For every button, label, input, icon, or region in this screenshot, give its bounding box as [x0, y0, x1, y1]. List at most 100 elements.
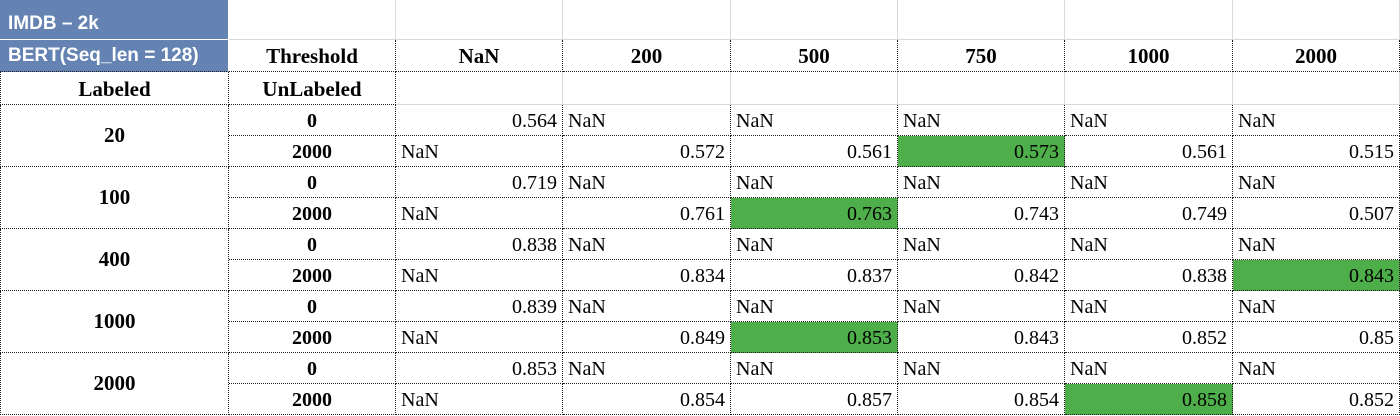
score-cell[interactable]: 0.749 [1065, 198, 1233, 229]
threshold-header[interactable]: Threshold [229, 40, 396, 72]
score-cell[interactable]: 0.843 [898, 322, 1065, 353]
threshold-header-cell[interactable]: 750 [898, 40, 1065, 72]
threshold-header-cell[interactable]: 500 [731, 40, 898, 72]
empty-cell[interactable] [563, 72, 731, 105]
score-cell[interactable]: 0.561 [731, 136, 898, 167]
score-cell[interactable]: NaN [731, 229, 898, 260]
score-cell[interactable]: 0.85 [1233, 322, 1400, 353]
best-score-cell[interactable]: 0.573 [898, 136, 1065, 167]
empty-cell[interactable] [563, 7, 731, 40]
score-cell[interactable]: NaN [1233, 229, 1400, 260]
score-cell[interactable]: 0.853 [396, 353, 563, 384]
score-cell[interactable]: NaN [1233, 167, 1400, 198]
empty-cell[interactable] [731, 7, 898, 40]
best-score-cell[interactable]: 0.858 [1065, 384, 1233, 415]
threshold-header-cell[interactable]: 200 [563, 40, 731, 72]
empty-cell[interactable] [396, 7, 563, 40]
score-cell[interactable]: NaN [396, 322, 563, 353]
score-cell[interactable]: NaN [396, 384, 563, 415]
empty-cell[interactable] [731, 0, 898, 7]
score-cell[interactable]: 0.838 [396, 229, 563, 260]
labeled-count-cell[interactable]: 400 [0, 229, 229, 291]
empty-cell[interactable] [1233, 7, 1400, 40]
score-cell[interactable]: 0.761 [563, 198, 731, 229]
score-cell[interactable]: NaN [898, 105, 1065, 136]
score-cell[interactable]: NaN [563, 105, 731, 136]
score-cell[interactable]: NaN [563, 229, 731, 260]
score-cell[interactable]: NaN [731, 353, 898, 384]
score-cell[interactable]: 0.719 [396, 167, 563, 198]
score-cell[interactable]: NaN [898, 291, 1065, 322]
unlabeled-count-cell[interactable]: 2000 [229, 384, 396, 415]
score-cell[interactable]: 0.854 [563, 384, 731, 415]
score-cell[interactable]: 0.743 [898, 198, 1065, 229]
unlabeled-count-cell[interactable]: 0 [229, 167, 396, 198]
empty-cell[interactable] [731, 72, 898, 105]
score-cell[interactable]: NaN [1233, 353, 1400, 384]
score-cell[interactable]: 0.852 [1233, 384, 1400, 415]
unlabeled-header[interactable]: UnLabeled [229, 72, 396, 105]
best-score-cell[interactable]: 0.763 [731, 198, 898, 229]
score-cell[interactable]: NaN [1065, 353, 1233, 384]
score-cell[interactable]: NaN [898, 167, 1065, 198]
threshold-header-cell[interactable]: 1000 [1065, 40, 1233, 72]
score-cell[interactable]: NaN [396, 198, 563, 229]
score-cell[interactable]: NaN [1065, 105, 1233, 136]
empty-cell[interactable] [1233, 72, 1400, 105]
labeled-count-cell[interactable]: 2000 [0, 353, 229, 415]
score-cell[interactable]: NaN [396, 136, 563, 167]
unlabeled-count-cell[interactable]: 2000 [229, 136, 396, 167]
dataset-title-cell[interactable]: IMDB – 2k [0, 7, 229, 40]
score-cell[interactable]: 0.564 [396, 105, 563, 136]
score-cell[interactable]: 0.854 [898, 384, 1065, 415]
score-cell[interactable]: NaN [563, 167, 731, 198]
score-cell[interactable]: 0.507 [1233, 198, 1400, 229]
score-cell[interactable]: 0.561 [1065, 136, 1233, 167]
empty-cell[interactable] [563, 0, 731, 7]
unlabeled-count-cell[interactable]: 2000 [229, 260, 396, 291]
empty-cell[interactable] [1065, 72, 1233, 105]
score-cell[interactable]: 0.857 [731, 384, 898, 415]
empty-cell[interactable] [396, 0, 563, 7]
unlabeled-count-cell[interactable]: 0 [229, 291, 396, 322]
score-cell[interactable]: NaN [1233, 291, 1400, 322]
labeled-count-cell[interactable]: 1000 [0, 291, 229, 353]
score-cell[interactable]: NaN [731, 167, 898, 198]
unlabeled-count-cell[interactable]: 0 [229, 105, 396, 136]
unlabeled-count-cell[interactable]: 0 [229, 353, 396, 384]
unlabeled-count-cell[interactable]: 0 [229, 229, 396, 260]
empty-cell[interactable] [898, 7, 1065, 40]
score-cell[interactable]: NaN [731, 291, 898, 322]
score-cell[interactable]: 0.834 [563, 260, 731, 291]
score-cell[interactable]: 0.852 [1065, 322, 1233, 353]
best-score-cell[interactable]: 0.853 [731, 322, 898, 353]
score-cell[interactable]: NaN [1065, 291, 1233, 322]
empty-cell[interactable] [898, 72, 1065, 105]
score-cell[interactable]: NaN [731, 105, 898, 136]
score-cell[interactable]: 0.515 [1233, 136, 1400, 167]
labeled-count-cell[interactable]: 100 [0, 167, 229, 229]
empty-cell[interactable] [898, 0, 1065, 7]
score-cell[interactable]: 0.838 [1065, 260, 1233, 291]
labeled-count-cell[interactable]: 20 [0, 105, 229, 167]
empty-cell[interactable] [229, 7, 396, 40]
score-cell[interactable]: 0.849 [563, 322, 731, 353]
title-cell-top[interactable] [0, 0, 229, 7]
score-cell[interactable]: NaN [1233, 105, 1400, 136]
score-cell[interactable]: NaN [396, 260, 563, 291]
unlabeled-count-cell[interactable]: 2000 [229, 322, 396, 353]
empty-cell[interactable] [396, 72, 563, 105]
empty-cell[interactable] [1065, 0, 1233, 7]
score-cell[interactable]: 0.842 [898, 260, 1065, 291]
score-cell[interactable]: NaN [1065, 229, 1233, 260]
score-cell[interactable]: 0.837 [731, 260, 898, 291]
empty-cell[interactable] [1233, 0, 1400, 7]
labeled-header[interactable]: Labeled [0, 72, 229, 105]
threshold-header-cell[interactable]: NaN [396, 40, 563, 72]
score-cell[interactable]: 0.572 [563, 136, 731, 167]
empty-cell[interactable] [1065, 7, 1233, 40]
score-cell[interactable]: NaN [898, 229, 1065, 260]
model-title-cell[interactable]: BERT(Seq_len = 128) [0, 40, 229, 72]
unlabeled-count-cell[interactable]: 2000 [229, 198, 396, 229]
score-cell[interactable]: NaN [563, 291, 731, 322]
